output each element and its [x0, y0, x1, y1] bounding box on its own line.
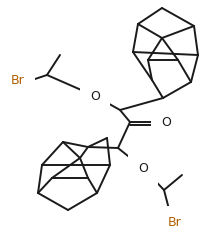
Text: O: O: [90, 90, 100, 102]
Text: Br: Br: [11, 73, 25, 86]
Text: O: O: [161, 115, 171, 128]
Text: Br: Br: [168, 216, 182, 228]
Text: O: O: [138, 162, 148, 174]
